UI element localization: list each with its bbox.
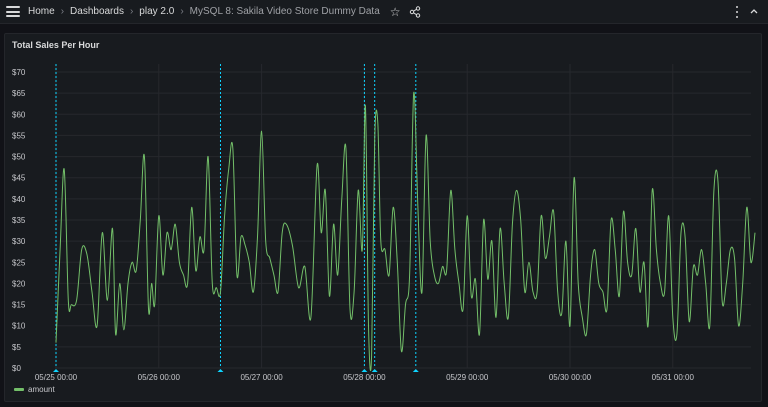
share-icon[interactable] bbox=[409, 5, 421, 18]
x-tick-label: 05/31 00:00 bbox=[652, 373, 695, 382]
y-tick-label: $0 bbox=[12, 364, 21, 373]
y-tick-label: $15 bbox=[12, 301, 26, 310]
y-tick-label: $40 bbox=[12, 195, 26, 204]
y-tick-label: $60 bbox=[12, 110, 26, 119]
collapse-icon[interactable] bbox=[748, 5, 760, 17]
x-tick-label: 05/28 00:00 bbox=[343, 373, 386, 382]
breadcrumb-separator-icon: › bbox=[129, 6, 134, 17]
time-series-panel: Total Sales Per Hour $0 $5 $10 $15 $20 $25 $30… bbox=[4, 33, 762, 402]
hamburger-icon[interactable] bbox=[6, 6, 20, 17]
top-navigation-bar: Home › Dashboards › play 2.0 › MySQL 8: … bbox=[0, 0, 768, 24]
y-tick-label: $30 bbox=[12, 237, 26, 246]
breadcrumb-folder[interactable]: play 2.0 bbox=[139, 6, 175, 17]
y-tick-label: $5 bbox=[12, 343, 21, 352]
panel-title[interactable]: Total Sales Per Hour bbox=[12, 40, 100, 50]
breadcrumb-separator-icon: › bbox=[60, 6, 65, 17]
y-tick-label: $70 bbox=[12, 68, 26, 77]
x-tick-label: 05/26 00:00 bbox=[138, 373, 181, 382]
kebab-menu-icon[interactable] bbox=[736, 6, 738, 18]
x-tick-label: 05/27 00:00 bbox=[240, 373, 283, 382]
x-tick-label: 05/25 00:00 bbox=[35, 373, 78, 382]
legend-label: amount bbox=[28, 385, 55, 394]
star-icon[interactable]: ☆ bbox=[389, 4, 401, 19]
breadcrumb-dashboard-title: MySQL 8: Sakila Video Store Dummy Data bbox=[189, 6, 380, 17]
y-tick-label: $50 bbox=[12, 153, 26, 162]
series-line-amount bbox=[55, 91, 756, 371]
breadcrumb-separator-icon: › bbox=[180, 6, 184, 17]
y-tick-label: $35 bbox=[12, 216, 26, 225]
y-tick-label: $20 bbox=[12, 279, 26, 288]
y-tick-label: $65 bbox=[12, 89, 26, 98]
y-tick-label: $45 bbox=[12, 174, 26, 183]
y-tick-label: $10 bbox=[12, 322, 26, 331]
legend-item-amount[interactable]: amount bbox=[14, 385, 55, 394]
annotation-marker-icon bbox=[53, 369, 59, 372]
breadcrumb-dashboards[interactable]: Dashboards bbox=[70, 6, 124, 17]
annotation-marker-icon bbox=[371, 369, 378, 372]
x-tick-label: 05/30 00:00 bbox=[549, 373, 592, 382]
y-tick-label: $25 bbox=[12, 258, 26, 267]
annotation-marker-icon bbox=[412, 369, 419, 372]
breadcrumb-home[interactable]: Home bbox=[28, 6, 55, 17]
y-tick-label: $55 bbox=[12, 131, 26, 140]
annotation-marker-icon bbox=[361, 369, 368, 372]
annotation-marker-icon bbox=[217, 369, 224, 372]
sales-line-chart[interactable]: $0 $5 $10 $15 $20 $25 $30 $35 $40 $45 $50 $55 $60 $65… bbox=[5, 34, 761, 401]
legend-swatch-icon bbox=[14, 388, 24, 391]
x-tick-label: 05/29 00:00 bbox=[446, 373, 489, 382]
